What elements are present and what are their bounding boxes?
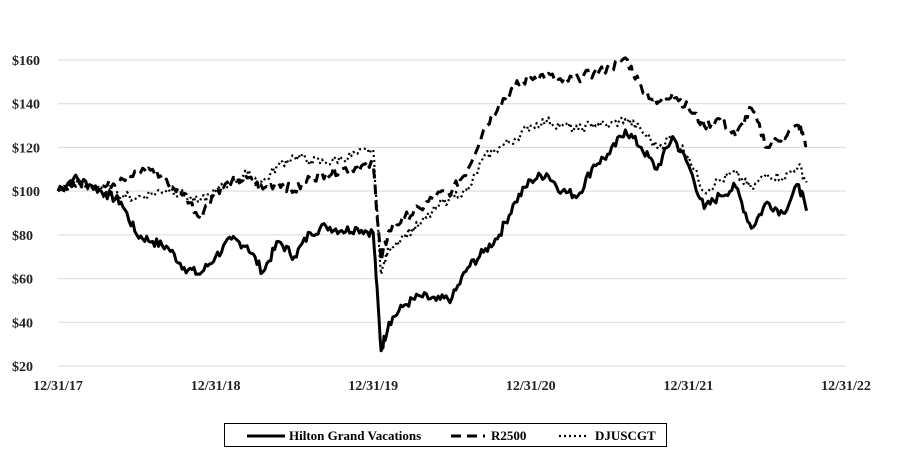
- legend-label-r2500: R2500: [491, 428, 526, 443]
- y-tick-label: $120: [12, 141, 40, 156]
- series-line-r2500: [56, 56, 808, 263]
- y-tick-label: $60: [12, 273, 33, 288]
- y-tick-label: $80: [12, 229, 33, 244]
- gridlines: [58, 59, 846, 367]
- x-axis-ticks: 12/31/17 12/31/18 12/31/19 12/31/20 12/31/21…: [33, 379, 871, 394]
- x-tick-label: 12/31/19: [348, 379, 398, 394]
- legend-label-djuscgt: DJUSCGT: [595, 428, 656, 443]
- y-axis-ticks: $20 $40 $60 $80 $100 $120 $140 $160: [12, 54, 40, 375]
- series-line-hilton-grand-vacations: [57, 128, 809, 353]
- y-tick-label: $40: [12, 316, 33, 331]
- x-tick-label: 12/31/21: [664, 379, 714, 394]
- x-tick-label: 12/31/17: [33, 379, 83, 394]
- y-tick-label: $20: [12, 360, 33, 375]
- x-tick-label: 12/31/22: [821, 379, 871, 394]
- legend-label-hilton: Hilton Grand Vacations: [289, 428, 421, 443]
- x-tick-label: 12/31/20: [506, 379, 556, 394]
- x-tick-label: 12/31/18: [191, 379, 241, 394]
- series-lines: [56, 56, 809, 353]
- y-tick-label: $100: [12, 185, 40, 200]
- legend: Hilton Grand Vacations R2500 DJUSCGT: [224, 423, 667, 447]
- y-tick-label: $140: [12, 98, 40, 113]
- y-tick-label: $160: [12, 54, 40, 69]
